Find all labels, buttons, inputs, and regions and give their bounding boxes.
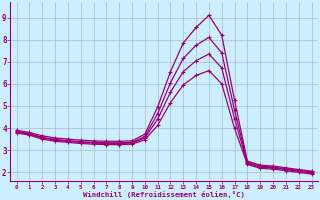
X-axis label: Windchill (Refroidissement éolien,°C): Windchill (Refroidissement éolien,°C) bbox=[83, 191, 245, 198]
